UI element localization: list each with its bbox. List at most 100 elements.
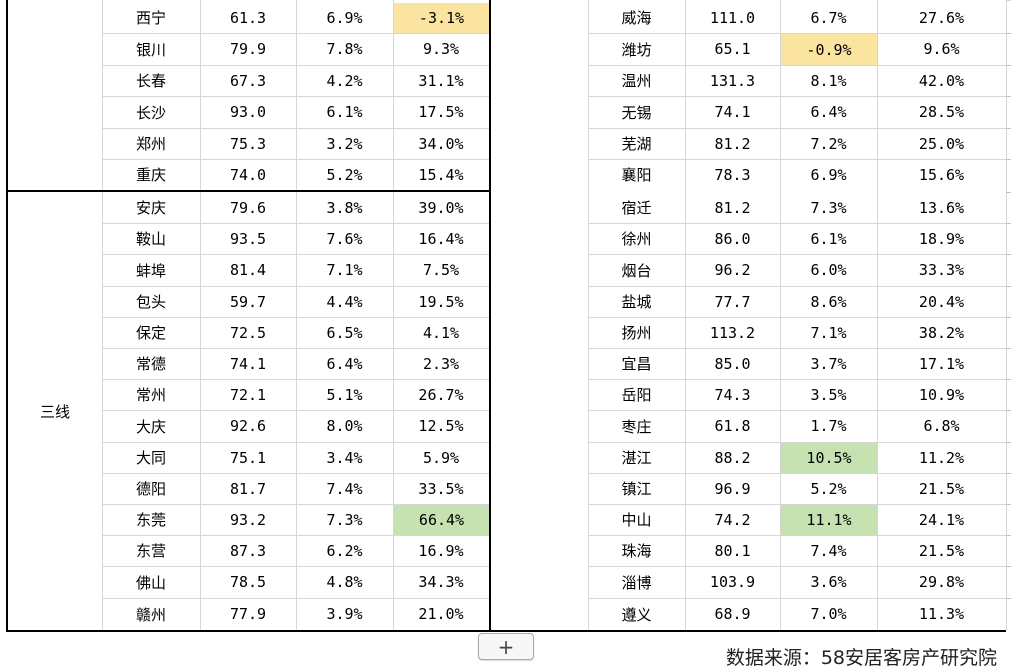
right-table-cell-yoy[interactable]: 21.5%: [918, 479, 965, 498]
left-table-cell-price[interactable]: 78.5: [229, 573, 267, 591]
left-table-cell-change[interactable]: 7.6%: [326, 229, 363, 248]
left-table-cell-price[interactable]: 59.7: [229, 292, 267, 311]
left-table-cell-city[interactable]: 安庆: [135, 199, 166, 217]
left-table-cell-yoy[interactable]: 26.7%: [418, 385, 464, 404]
right-table-cell-yoy[interactable]: 38.2%: [918, 323, 965, 342]
right-table-cell-price[interactable]: 81.2: [714, 134, 751, 153]
right-table-cell-yoy[interactable]: 24.1%: [918, 510, 965, 529]
left-table-cell-city[interactable]: 赣州: [135, 605, 166, 624]
right-table-cell-yoy[interactable]: 9.6%: [923, 40, 960, 58]
right-table-cell-change[interactable]: 5.2%: [810, 479, 847, 498]
left-table-cell-price[interactable]: 81.4: [229, 261, 267, 279]
right-table-cell-yoy[interactable]: 15.6%: [918, 165, 965, 184]
right-table-cell-change[interactable]: 6.9%: [810, 165, 847, 184]
left-table-cell-yoy[interactable]: 16.9%: [418, 541, 464, 560]
left-table-cell-city[interactable]: 鞍山: [135, 230, 166, 248]
right-table-cell-yoy[interactable]: 33.3%: [918, 261, 965, 279]
left-table-cell-yoy[interactable]: -3.1%: [394, 3, 489, 33]
left-table-cell-city[interactable]: 大同: [135, 449, 166, 467]
right-table-cell-city[interactable]: 中山: [621, 511, 652, 529]
right-table-cell-price[interactable]: 103.9: [709, 573, 756, 591]
right-table-cell-city[interactable]: 烟台: [621, 261, 652, 280]
right-table-cell-price[interactable]: 78.3: [714, 165, 751, 184]
right-table-cell-price[interactable]: 74.2: [714, 510, 751, 529]
right-table-cell-price[interactable]: 131.3: [709, 71, 756, 90]
right-table-cell-city[interactable]: 襄阳: [621, 166, 652, 184]
right-table-cell-change[interactable]: 7.0%: [810, 605, 847, 623]
right-table-cell-change[interactable]: 3.6%: [810, 573, 847, 591]
right-table-cell-city[interactable]: 无锡: [621, 103, 652, 122]
left-table-cell-change[interactable]: 7.1%: [326, 261, 363, 279]
left-table-cell-change[interactable]: 4.2%: [326, 71, 363, 90]
left-table-cell-change[interactable]: 6.1%: [326, 103, 363, 121]
left-table-cell-yoy[interactable]: 39.0%: [418, 198, 464, 217]
right-table-cell-change[interactable]: 11.1%: [781, 505, 877, 535]
left-table-cell-yoy[interactable]: 4.1%: [422, 323, 460, 342]
left-table-cell-yoy[interactable]: 15.4%: [418, 165, 464, 184]
right-table-cell-city[interactable]: 威海: [621, 9, 652, 27]
right-table-cell-price[interactable]: 81.2: [714, 198, 751, 217]
left-table-cell-yoy[interactable]: 66.4%: [394, 505, 489, 535]
left-table-cell-yoy[interactable]: 5.9%: [422, 448, 460, 467]
left-table-cell-price[interactable]: 61.3: [229, 8, 267, 27]
right-table-cell-yoy[interactable]: 42.0%: [918, 71, 965, 90]
left-table-cell-price[interactable]: 79.9: [229, 40, 267, 58]
right-table-cell-city[interactable]: 遵义: [621, 605, 652, 624]
left-table-cell-city[interactable]: 大庆: [135, 417, 166, 436]
right-table-cell-change[interactable]: 8.1%: [810, 71, 847, 90]
left-table-cell-change[interactable]: 8.0%: [326, 417, 363, 435]
left-table-cell-city[interactable]: 银川: [135, 40, 166, 59]
left-table-cell-change[interactable]: 7.3%: [326, 510, 363, 529]
left-table-cell-price[interactable]: 81.7: [229, 479, 267, 498]
left-table-cell-city[interactable]: 重庆: [135, 166, 166, 184]
right-table-cell-yoy[interactable]: 27.6%: [918, 8, 965, 27]
right-table-cell-change[interactable]: 10.5%: [781, 443, 877, 473]
right-table-cell-price[interactable]: 68.9: [714, 605, 751, 623]
left-table-cell-city[interactable]: 长春: [135, 72, 166, 90]
left-table-cell-change[interactable]: 3.8%: [326, 198, 363, 217]
left-table-cell-yoy[interactable]: 34.3%: [418, 573, 464, 591]
left-table-cell-change[interactable]: 3.4%: [326, 448, 363, 467]
left-table-cell-change[interactable]: 6.4%: [326, 354, 363, 373]
right-table-cell-yoy[interactable]: 25.0%: [918, 134, 965, 153]
left-table-cell-price[interactable]: 77.9: [229, 605, 267, 623]
left-table-cell-price[interactable]: 75.3: [229, 134, 267, 153]
left-table-cell-price[interactable]: 75.1: [229, 448, 267, 467]
left-table-cell-change[interactable]: 5.1%: [326, 385, 363, 404]
right-table-cell-city[interactable]: 温州: [621, 72, 652, 90]
right-table-cell-price[interactable]: 88.2: [714, 448, 751, 467]
left-table-cell-change[interactable]: 3.9%: [326, 605, 363, 623]
left-table-cell-city[interactable]: 德阳: [135, 480, 166, 498]
left-table-cell-price[interactable]: 74.1: [229, 354, 267, 373]
left-table-cell-price[interactable]: 67.3: [229, 71, 267, 90]
left-table-cell-city[interactable]: 包头: [135, 293, 166, 311]
left-table-cell-city[interactable]: 郑州: [135, 135, 166, 153]
right-table-cell-yoy[interactable]: 10.9%: [918, 385, 965, 404]
right-table-cell-price[interactable]: 96.2: [714, 261, 751, 279]
right-table-cell-yoy[interactable]: 6.8%: [923, 417, 960, 435]
left-table-cell-price[interactable]: 87.3: [229, 541, 267, 560]
right-table-cell-price[interactable]: 96.9: [714, 479, 751, 498]
right-table-cell-change[interactable]: 3.7%: [810, 354, 847, 373]
right-table-cell-yoy[interactable]: 20.4%: [918, 292, 965, 311]
right-table-cell-city[interactable]: 潍坊: [621, 40, 652, 59]
left-table-cell-price[interactable]: 92.6: [229, 417, 267, 435]
right-table-cell-yoy[interactable]: 28.5%: [918, 103, 965, 121]
right-table-cell-change[interactable]: 7.2%: [810, 134, 847, 153]
left-table-cell-city[interactable]: 蚌埠: [135, 261, 166, 280]
right-table-cell-price[interactable]: 80.1: [714, 541, 751, 560]
right-table-cell-change[interactable]: 6.1%: [810, 229, 847, 248]
left-table-cell-change[interactable]: 3.2%: [326, 134, 363, 153]
left-table-cell-change[interactable]: 5.2%: [326, 165, 363, 184]
left-table-cell-price[interactable]: 93.5: [229, 229, 267, 248]
right-table-cell-city[interactable]: 淄博: [621, 573, 652, 592]
left-table-cell-yoy[interactable]: 17.5%: [418, 103, 464, 121]
left-table-cell-yoy[interactable]: 9.3%: [422, 40, 460, 58]
right-table-cell-city[interactable]: 宜昌: [621, 355, 652, 373]
right-table-cell-price[interactable]: 86.0: [714, 229, 751, 248]
right-table-cell-change[interactable]: 6.7%: [810, 8, 847, 27]
left-table-cell-change[interactable]: 6.9%: [326, 8, 363, 27]
right-table-cell-city[interactable]: 镇江: [621, 480, 652, 498]
right-table-cell-change[interactable]: 6.0%: [810, 261, 847, 279]
left-table-cell-price[interactable]: 93.2: [229, 510, 267, 529]
